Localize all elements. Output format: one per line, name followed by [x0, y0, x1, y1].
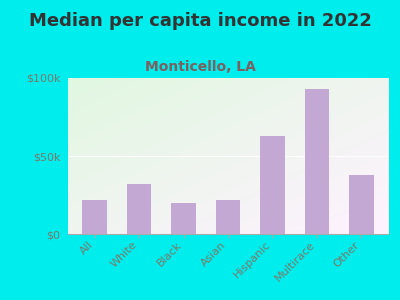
Text: Monticello, LA: Monticello, LA — [144, 60, 256, 74]
Bar — [260, 136, 285, 234]
Bar — [171, 203, 196, 234]
Text: Median per capita income in 2022: Median per capita income in 2022 — [28, 12, 372, 30]
Bar — [349, 175, 374, 234]
Bar — [305, 89, 329, 234]
Bar — [82, 200, 107, 234]
Bar — [127, 184, 151, 234]
Bar — [216, 200, 240, 234]
